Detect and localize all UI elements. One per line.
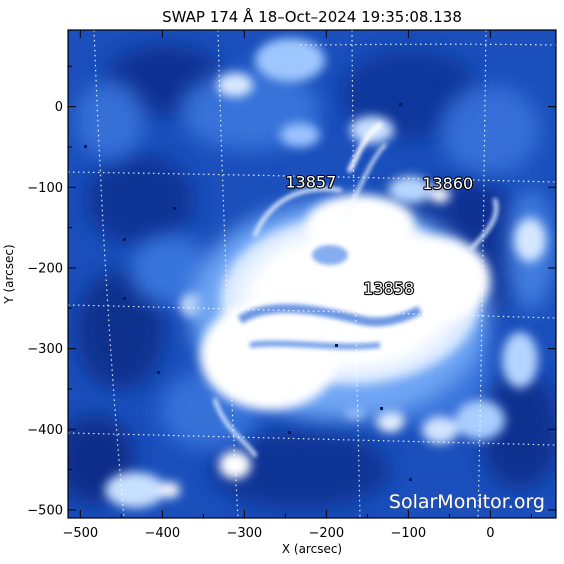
grid-line <box>68 432 556 446</box>
plot-title: SWAP 174 Å 18–Oct–2024 19:35:08.138 <box>162 7 462 26</box>
active-region-label: 13857 <box>285 172 336 191</box>
watermark-text: SolarMonitor.org <box>389 491 545 513</box>
plot-frame <box>67 29 557 519</box>
x-tick-label: −200 <box>308 526 344 541</box>
x-tick-label: −400 <box>144 526 180 541</box>
x-tick-label: 0 <box>486 526 494 541</box>
x-tick-label: −500 <box>62 526 98 541</box>
active-region-label: 13860 <box>422 174 473 193</box>
y-tick-label: −500 <box>27 503 63 518</box>
active-region-label: 13858 <box>363 279 414 298</box>
y-tick-label: −300 <box>27 342 63 357</box>
active-region-labels: 13857 13860 13858 <box>284 171 474 299</box>
x-tick-label: −300 <box>226 526 262 541</box>
y-tick-label: −100 <box>27 181 63 196</box>
grid-line <box>477 30 487 518</box>
x-axis-label: X (arcsec) <box>282 542 342 556</box>
grid-line <box>299 43 556 46</box>
grid-line <box>217 30 239 518</box>
grid-line <box>93 30 125 518</box>
y-tick-label: 0 <box>55 100 63 115</box>
y-tick-label: −200 <box>27 261 63 276</box>
swap-solar-image <box>68 30 556 518</box>
y-tick-label: −400 <box>27 423 63 438</box>
grid-line <box>68 171 556 183</box>
y-axis-ticks: 0 −100 −200 −300 −400 −500 <box>27 65 556 518</box>
grid-line <box>351 30 361 518</box>
x-tick-label: −100 <box>391 526 427 541</box>
grid-line <box>68 304 556 319</box>
heliographic-grid <box>68 30 556 518</box>
x-axis-ticks: −500 −400 −300 −200 −100 0 <box>62 30 532 541</box>
y-axis-label: Y (arcsec) <box>2 244 16 304</box>
